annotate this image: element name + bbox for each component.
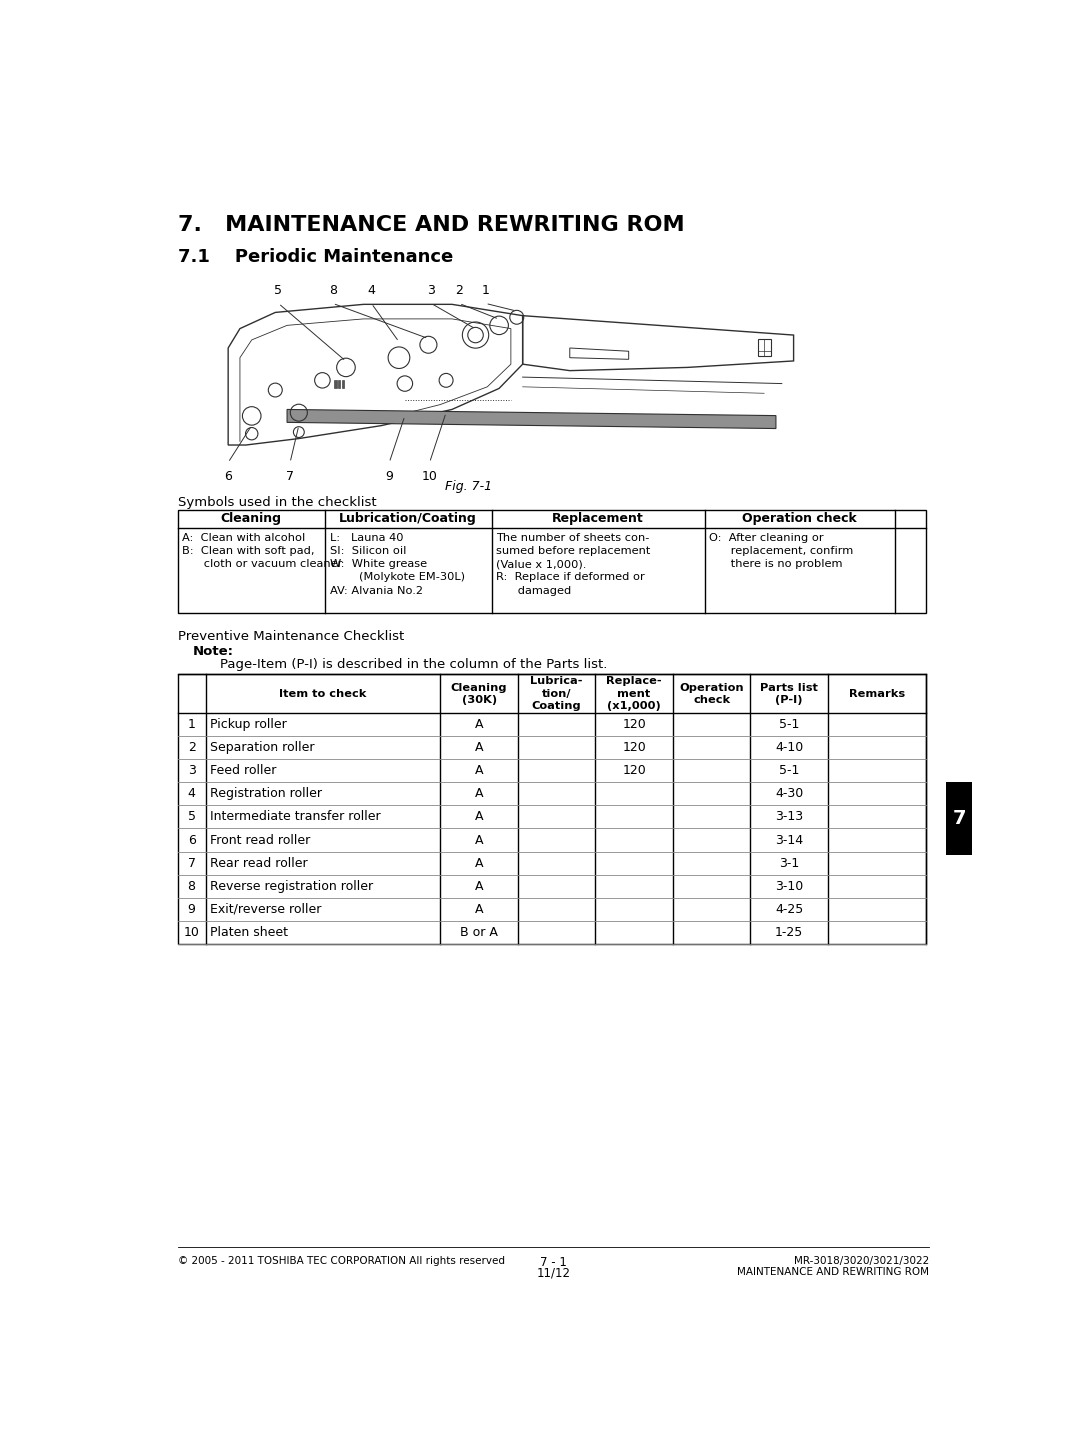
Text: Rear read roller: Rear read roller	[211, 856, 308, 869]
Text: A: A	[475, 718, 484, 731]
Text: Feed roller: Feed roller	[211, 764, 276, 777]
Text: 6: 6	[188, 833, 195, 846]
Text: 4: 4	[367, 285, 376, 297]
Text: Replace-
ment
(x1,000): Replace- ment (x1,000)	[606, 677, 662, 711]
Text: 1: 1	[482, 285, 489, 297]
Text: Exit/reverse roller: Exit/reverse roller	[211, 902, 322, 915]
Text: Lubrication/Coating: Lubrication/Coating	[339, 513, 477, 526]
Text: 120: 120	[622, 764, 646, 777]
Text: 1-25: 1-25	[775, 925, 804, 938]
Text: Note:: Note:	[193, 645, 234, 658]
Text: 3: 3	[427, 285, 435, 297]
Bar	[334, 381, 337, 388]
Text: A: A	[475, 902, 484, 915]
Text: 5: 5	[274, 285, 282, 297]
Polygon shape	[287, 410, 775, 428]
Text: A:  Clean with alcohol
B:  Clean with soft pad,
      cloth or vacuum cleaner: A: Clean with alcohol B: Clean with soft…	[183, 533, 342, 569]
Text: 2: 2	[188, 741, 195, 754]
Text: 7: 7	[188, 856, 195, 869]
Text: 9: 9	[386, 470, 393, 483]
Text: 4: 4	[188, 787, 195, 800]
Text: Cleaning: Cleaning	[220, 513, 282, 526]
Text: MR-3018/3020/3021/3022: MR-3018/3020/3021/3022	[794, 1256, 930, 1266]
Text: 8: 8	[328, 285, 337, 297]
Text: 4-30: 4-30	[775, 787, 804, 800]
Text: Item to check: Item to check	[280, 688, 366, 698]
Text: Intermediate transfer roller: Intermediate transfer roller	[211, 810, 381, 823]
Text: Page-Item (P-I) is described in the column of the Parts list.: Page-Item (P-I) is described in the colu…	[220, 658, 608, 671]
Text: 3: 3	[188, 764, 195, 777]
Text: The number of sheets con-
sumed before replacement
(Value x 1,000).
R:  Replace : The number of sheets con- sumed before r…	[496, 533, 650, 595]
Text: Fig. 7-1: Fig. 7-1	[445, 480, 491, 493]
Text: Operation
check: Operation check	[679, 683, 744, 706]
Text: 7: 7	[286, 470, 294, 483]
Text: 5-1: 5-1	[779, 718, 799, 731]
Text: 3-1: 3-1	[779, 856, 799, 869]
Text: 5-1: 5-1	[779, 764, 799, 777]
Text: 120: 120	[622, 718, 646, 731]
Text: A: A	[475, 741, 484, 754]
Text: Operation check: Operation check	[742, 513, 856, 526]
Text: 3-10: 3-10	[775, 879, 804, 892]
Text: Lubrica-
tion/
Coating: Lubrica- tion/ Coating	[530, 677, 583, 711]
Text: 7 - 1: 7 - 1	[540, 1256, 567, 1269]
Text: L:   Launa 40
SI:  Silicon oil
W:  White grease
        (Molykote EM-30L)
AV: Al: L: Launa 40 SI: Silicon oil W: White gre…	[329, 533, 464, 595]
Text: O:  After cleaning or
      replacement, confirm
      there is no problem: O: After cleaning or replacement, confir…	[710, 533, 853, 569]
Text: Parts list
(P-I): Parts list (P-I)	[760, 683, 818, 706]
Text: Front read roller: Front read roller	[211, 833, 310, 846]
Text: 10: 10	[421, 470, 437, 483]
Bar	[177, 674, 926, 944]
Text: 7.1    Periodic Maintenance: 7.1 Periodic Maintenance	[177, 249, 453, 266]
Text: 120: 120	[622, 741, 646, 754]
Text: Cleaning
(30K): Cleaning (30K)	[450, 683, 508, 706]
Text: Separation roller: Separation roller	[211, 741, 314, 754]
Text: 4-10: 4-10	[775, 741, 804, 754]
Text: Registration roller: Registration roller	[211, 787, 322, 800]
Bar	[758, 339, 771, 355]
Text: 4-25: 4-25	[775, 902, 804, 915]
Text: 9: 9	[188, 902, 195, 915]
Text: 8: 8	[188, 879, 195, 892]
Text: 7.   MAINTENANCE AND REWRITING ROM: 7. MAINTENANCE AND REWRITING ROM	[177, 214, 685, 234]
Bar	[177, 510, 926, 612]
Text: A: A	[475, 810, 484, 823]
Bar	[946, 782, 972, 855]
Text: 6: 6	[224, 470, 232, 483]
Text: 5: 5	[188, 810, 195, 823]
Text: 11/12: 11/12	[537, 1266, 570, 1279]
Text: A: A	[475, 879, 484, 892]
Bar	[338, 381, 340, 388]
Text: Replacement: Replacement	[552, 513, 644, 526]
Text: Platen sheet: Platen sheet	[211, 925, 288, 938]
Text: © 2005 - 2011 TOSHIBA TEC CORPORATION All rights reserved: © 2005 - 2011 TOSHIBA TEC CORPORATION Al…	[177, 1256, 504, 1266]
Text: A: A	[475, 764, 484, 777]
Text: Pickup roller: Pickup roller	[211, 718, 287, 731]
Text: 2: 2	[455, 285, 463, 297]
Text: 3-14: 3-14	[775, 833, 804, 846]
Text: Preventive Maintenance Checklist: Preventive Maintenance Checklist	[177, 629, 404, 642]
Text: A: A	[475, 787, 484, 800]
Text: B or A: B or A	[460, 925, 498, 938]
Text: 7: 7	[953, 809, 966, 828]
Text: 1: 1	[188, 718, 195, 731]
Text: MAINTENANCE AND REWRITING ROM: MAINTENANCE AND REWRITING ROM	[738, 1266, 930, 1276]
Text: A: A	[475, 856, 484, 869]
Text: Symbols used in the checklist: Symbols used in the checklist	[177, 496, 376, 509]
Text: Remarks: Remarks	[849, 688, 905, 698]
Text: A: A	[475, 833, 484, 846]
Text: Reverse registration roller: Reverse registration roller	[211, 879, 374, 892]
Text: 3-13: 3-13	[775, 810, 804, 823]
Bar	[342, 381, 345, 388]
Text: 10: 10	[184, 925, 200, 938]
